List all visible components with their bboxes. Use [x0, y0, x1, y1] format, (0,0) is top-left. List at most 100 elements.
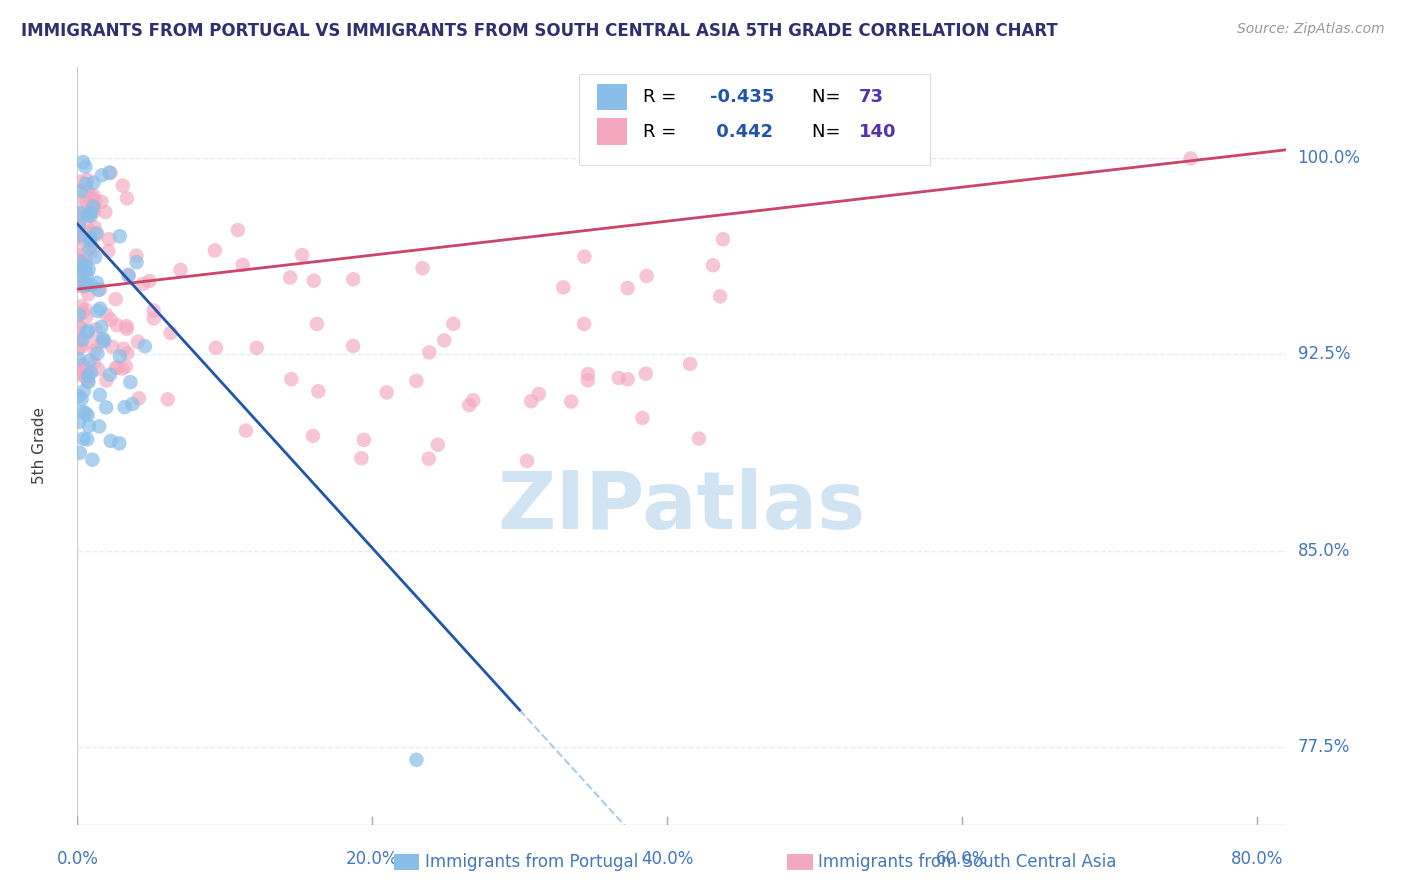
Point — [305, 317, 328, 331]
Point — [83, 220, 105, 235]
Point — [80, 335, 103, 350]
Point — [84, 250, 107, 264]
Point — [67, 242, 90, 256]
Point — [98, 165, 121, 179]
Point — [115, 359, 138, 374]
Point — [702, 258, 724, 272]
Point — [105, 318, 128, 333]
Point — [90, 320, 112, 334]
Point — [576, 373, 599, 387]
Point — [89, 388, 111, 402]
Point — [100, 312, 122, 326]
Point — [69, 265, 91, 279]
Point — [127, 334, 149, 349]
Point — [67, 190, 90, 204]
Point — [76, 432, 98, 446]
Point — [70, 339, 93, 353]
Point — [70, 392, 93, 406]
Point — [114, 400, 136, 414]
Point — [142, 311, 165, 326]
Point — [72, 432, 94, 446]
Point — [70, 255, 93, 269]
Point — [280, 372, 302, 386]
Point — [125, 249, 148, 263]
Point — [67, 227, 90, 242]
Point — [235, 424, 257, 438]
Point — [73, 384, 96, 398]
Point — [616, 281, 638, 295]
Point — [353, 433, 375, 447]
Point — [115, 191, 138, 205]
Point — [302, 429, 325, 443]
Point — [96, 308, 118, 322]
Point — [83, 204, 105, 219]
Point — [72, 405, 94, 419]
Point — [94, 205, 117, 219]
Point — [67, 205, 90, 219]
Point — [433, 334, 456, 348]
Point — [75, 208, 97, 222]
Point — [86, 227, 108, 242]
Point — [101, 340, 124, 354]
Point — [89, 419, 111, 434]
Point — [302, 274, 325, 288]
Point — [77, 287, 100, 301]
Point — [67, 389, 90, 403]
Point — [142, 303, 165, 318]
Point — [79, 234, 101, 248]
Point — [159, 326, 181, 340]
Point — [69, 367, 91, 381]
Point — [86, 346, 108, 360]
Point — [70, 249, 93, 263]
Point — [232, 258, 254, 272]
Point — [560, 394, 582, 409]
Text: IMMIGRANTS FROM PORTUGAL VS IMMIGRANTS FROM SOUTH CENTRAL ASIA 5TH GRADE CORRELA: IMMIGRANTS FROM PORTUGAL VS IMMIGRANTS F… — [21, 22, 1057, 40]
Point — [169, 263, 191, 277]
Bar — [598, 119, 627, 145]
Point — [204, 244, 226, 258]
Point — [128, 392, 150, 406]
Point — [679, 357, 702, 371]
Point — [405, 374, 427, 388]
FancyBboxPatch shape — [579, 75, 929, 166]
Point — [291, 248, 314, 262]
Point — [67, 326, 90, 341]
Text: Immigrants from South Central Asia: Immigrants from South Central Asia — [818, 853, 1116, 871]
Point — [70, 260, 93, 274]
Point — [634, 367, 657, 381]
Point — [75, 406, 97, 420]
Point — [87, 362, 110, 376]
Point — [246, 341, 269, 355]
Point — [77, 198, 100, 212]
Point — [90, 168, 112, 182]
Point — [76, 278, 98, 293]
Point — [77, 226, 100, 240]
Text: 85.0%: 85.0% — [1298, 541, 1350, 559]
Text: 80.0%: 80.0% — [1230, 850, 1284, 868]
Point — [574, 250, 596, 264]
Point — [80, 238, 103, 252]
Point — [70, 333, 93, 347]
Text: 5th Grade: 5th Grade — [32, 408, 48, 484]
Point — [72, 155, 94, 169]
Point — [76, 221, 98, 235]
Point — [86, 304, 108, 318]
Point — [70, 299, 93, 313]
Point — [105, 360, 128, 375]
Point — [69, 446, 91, 460]
Text: 100.0%: 100.0% — [1298, 149, 1361, 168]
Point — [67, 359, 90, 373]
Point — [75, 259, 97, 273]
Point — [67, 278, 90, 293]
Point — [120, 375, 142, 389]
Text: ZIPatlas: ZIPatlas — [498, 467, 866, 546]
Point — [72, 274, 94, 288]
Point — [83, 343, 105, 358]
Point — [80, 189, 103, 203]
Point — [79, 354, 101, 368]
Point — [520, 394, 543, 409]
Point — [607, 371, 630, 385]
Point — [82, 200, 104, 214]
Point — [69, 320, 91, 334]
Point — [77, 262, 100, 277]
